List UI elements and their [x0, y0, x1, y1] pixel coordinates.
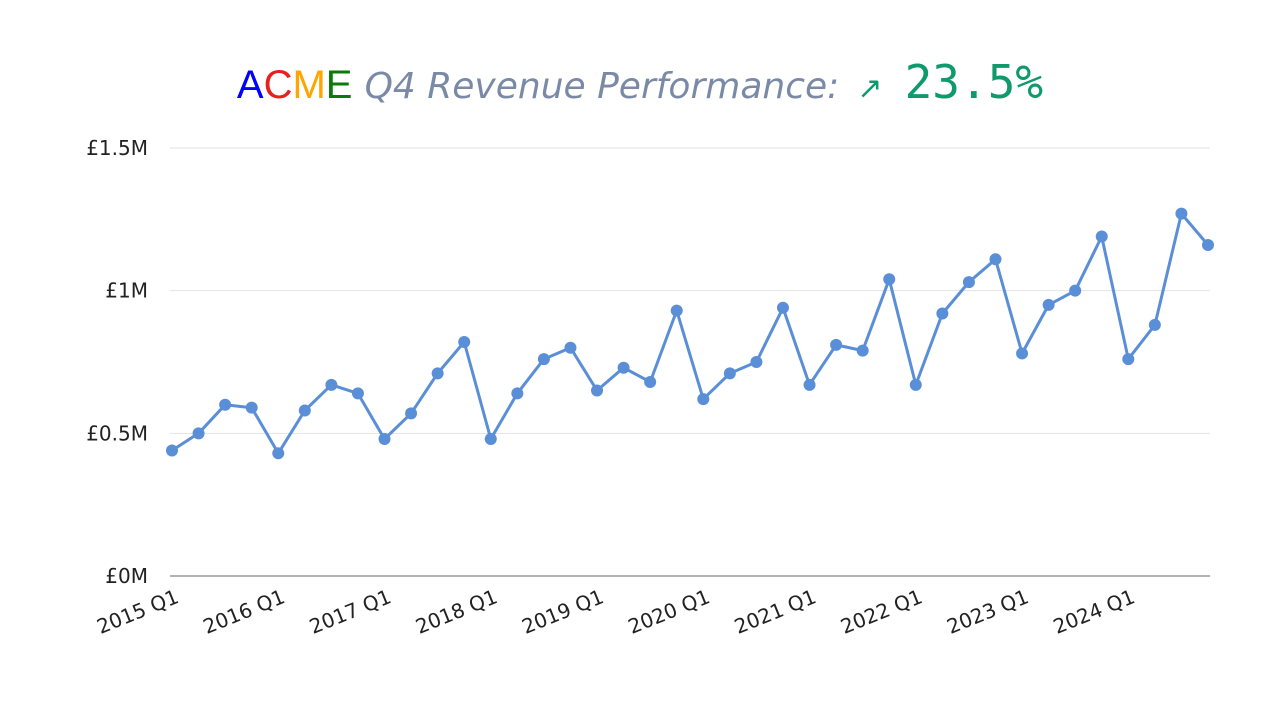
x-axis-ticks: 2015 Q1 2016 Q1 2017 Q1 2018 Q1 2019 Q1 2020 … — [93, 584, 1138, 638]
data-point — [697, 393, 710, 406]
brand-letter: A — [236, 63, 264, 107]
y-tick-label: £1M — [105, 279, 148, 303]
data-point — [537, 353, 550, 366]
data-point — [245, 401, 258, 414]
data-point — [750, 356, 763, 368]
data-point — [670, 304, 683, 317]
brand-letter: E — [325, 63, 353, 107]
data-point — [1202, 239, 1214, 252]
y-tick-label: £0.5M — [86, 421, 148, 445]
x-tick-label: 2016 Q1 — [200, 584, 288, 638]
x-tick-label: 2023 Q1 — [943, 584, 1031, 638]
y-axis-ticks: £0M £0.5M £1M £1.5M — [86, 136, 148, 588]
data-point — [936, 307, 949, 320]
data-point — [644, 375, 657, 388]
data-point — [1122, 353, 1135, 366]
y-tick-label: £1.5M — [86, 136, 148, 160]
x-tick-label: 2022 Q1 — [837, 584, 925, 638]
data-point — [830, 338, 843, 351]
brand-letter: M — [292, 63, 326, 107]
x-tick-label: 2015 Q1 — [93, 584, 181, 638]
title-text: Q4 Revenue Performance: — [364, 66, 840, 107]
data-point — [989, 253, 1002, 266]
data-point — [325, 378, 338, 391]
data-point — [405, 407, 418, 420]
data-point — [219, 398, 232, 411]
data-point — [1095, 230, 1108, 243]
data-point — [192, 427, 205, 440]
data-point — [484, 433, 497, 446]
data-point — [458, 336, 471, 349]
data-point — [962, 276, 975, 289]
data-point — [378, 433, 391, 446]
x-tick-label: 2020 Q1 — [625, 584, 713, 638]
x-tick-label: 2019 Q1 — [518, 584, 606, 638]
data-point — [1175, 207, 1188, 220]
data-point — [803, 378, 816, 391]
chart-title: ACME Q4 Revenue Performance: ↗ 23.5% — [0, 52, 1280, 112]
x-tick-label: 2017 Q1 — [306, 584, 394, 638]
data-point — [1016, 347, 1029, 360]
data-point — [856, 344, 869, 357]
trend-up-arrow-icon: ↗ — [857, 71, 883, 106]
grid-lines — [170, 147, 1210, 577]
data-point — [511, 387, 524, 400]
data-point — [298, 404, 311, 417]
x-tick-label: 2018 Q1 — [412, 584, 500, 638]
x-tick-label: 2021 Q1 — [731, 584, 819, 638]
data-point — [564, 341, 577, 354]
series-line — [171, 212, 1210, 455]
data-point — [1042, 298, 1055, 311]
brand-letter: C — [263, 63, 293, 107]
data-point — [166, 444, 178, 457]
change-percentage: 23.5% — [904, 55, 1044, 109]
brand-logo: ACME — [237, 63, 365, 107]
data-point — [272, 447, 285, 460]
data-point — [617, 361, 630, 374]
x-tick-label: 2024 Q1 — [1050, 584, 1138, 638]
data-point — [776, 301, 789, 314]
data-point — [351, 387, 364, 400]
y-tick-label: £0M — [105, 564, 148, 588]
data-point — [883, 273, 896, 286]
data-point — [1148, 318, 1161, 331]
data-point — [909, 378, 922, 391]
data-point — [431, 367, 444, 380]
data-points — [166, 207, 1214, 460]
data-point — [591, 384, 604, 397]
data-point — [1069, 284, 1082, 297]
data-point — [723, 367, 736, 380]
